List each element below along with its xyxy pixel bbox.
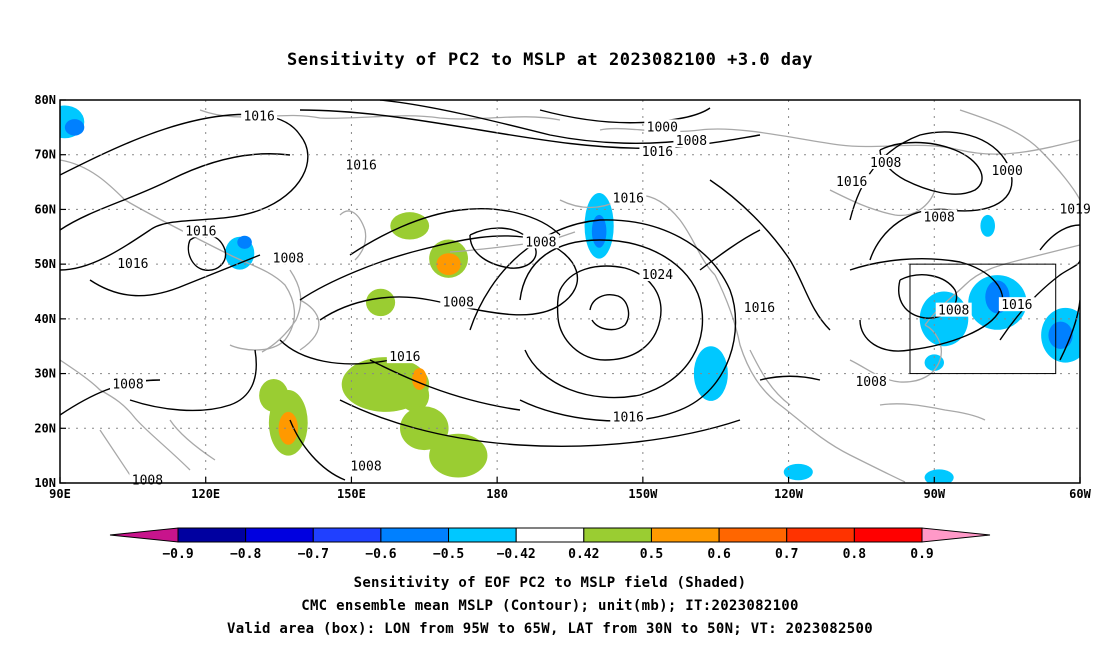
- lon-tick-label: 120E: [191, 487, 220, 501]
- contour-label: 1016: [613, 191, 644, 206]
- shading-area: [980, 214, 995, 237]
- colorbar-segment: [245, 527, 314, 543]
- colorbar-high-arrow: [921, 527, 991, 543]
- shading-area: [924, 354, 944, 371]
- lat-tick-label: 40N: [34, 312, 56, 326]
- lat-tick-label: 50N: [34, 257, 56, 271]
- colorbar-segment: [853, 527, 923, 543]
- lat-lon-grid: [60, 100, 1080, 483]
- colorbar-tick-label: 0.8: [843, 547, 867, 562]
- contour-label: 1008: [923, 211, 954, 226]
- lat-tick-label: 10N: [34, 476, 56, 490]
- sensitivity-shading: [60, 105, 1080, 483]
- latitude-axis: 80N 70N 60N 50N 40N 30N 20N 10N: [34, 93, 66, 490]
- shading-area: [1048, 321, 1073, 349]
- lon-tick-label: 90W: [923, 487, 945, 501]
- colorbar-tick-label: 0.6: [707, 547, 731, 562]
- contour-label: 1016: [185, 224, 216, 239]
- shading-area: [259, 379, 289, 412]
- contour-label: 1016: [613, 410, 644, 425]
- contour-label: 1016: [389, 350, 420, 365]
- contour-label: 1008: [443, 295, 474, 310]
- colorbar-tick-label: −0.9: [162, 547, 193, 562]
- lon-tick-label: 150E: [337, 487, 366, 501]
- colorbar-segment: [380, 527, 450, 543]
- contour-label: 1016: [345, 159, 376, 174]
- shading-area: [400, 406, 449, 451]
- contour-label: 1008: [132, 473, 163, 488]
- map-frame: [59, 99, 1081, 484]
- colorbar-low-arrow: [109, 527, 179, 543]
- chart-title: Sensitivity of PC2 to MSLP at 2023082100…: [286, 50, 813, 70]
- lat-tick-label: 80N: [34, 93, 56, 107]
- colorbar-segment: [177, 527, 247, 543]
- lat-tick-label: 30N: [34, 367, 56, 381]
- colorbar-segment: [650, 527, 720, 543]
- colorbar-tick-label: −0.42: [497, 547, 536, 562]
- colorbar-segment: [448, 527, 517, 543]
- lat-tick-label: 20N: [34, 421, 56, 435]
- caption-line-2: CMC ensemble mean MSLP (Contour); unit(m…: [301, 598, 799, 614]
- contour-label: 1008: [112, 378, 143, 393]
- contour-label: 1008: [855, 375, 886, 390]
- caption-line-1: Sensitivity of EOF PC2 to MSLP field (Sh…: [353, 575, 747, 591]
- shading-area: [693, 346, 728, 401]
- lon-tick-label: 90E: [49, 487, 71, 501]
- contour-label: 1016: [744, 301, 775, 316]
- shading-area: [429, 433, 488, 478]
- colorbar-segment: [718, 527, 788, 543]
- lat-tick-label: 60N: [34, 202, 56, 216]
- colorbar-tick-label: −0.7: [298, 547, 329, 562]
- colorbar-segment: [786, 527, 855, 543]
- contour-label: 1000: [991, 164, 1022, 179]
- colorbar-segment: [583, 527, 652, 543]
- colorbar: −0.9 −0.8 −0.7 −0.6 −0.5 −0.42 0.42 0.5 0.6 0.7 0.…: [109, 527, 991, 562]
- shading-area: [237, 235, 252, 249]
- shading-area: [64, 119, 85, 136]
- colorbar-tick-label: −0.8: [230, 547, 261, 562]
- lat-tick-label: 70N: [34, 148, 56, 162]
- lon-tick-label: 120W: [774, 487, 804, 501]
- contour-label: 1008: [938, 304, 969, 319]
- contour-label: 1016: [117, 257, 148, 272]
- contour-label: 1016: [1001, 298, 1032, 313]
- contour-label: 1016: [836, 175, 867, 190]
- contour-label: 1008: [676, 134, 707, 149]
- colorbar-segment: [312, 527, 382, 543]
- contour-label: 1008: [525, 235, 556, 250]
- colorbar-tick-label: 0.7: [775, 547, 798, 562]
- longitude-axis: 90E 120E 150E 180 150W 120W 90W 60W: [49, 477, 1092, 501]
- lon-tick-label: 180: [486, 487, 508, 501]
- lon-tick-label: 150W: [628, 487, 658, 501]
- shading-area: [412, 368, 427, 390]
- caption-line-3: Valid area (box): LON from 95W to 65W, L…: [227, 621, 873, 637]
- colorbar-tick-label: 0.9: [910, 547, 933, 562]
- shading-area: [783, 463, 813, 481]
- shading-area: [278, 411, 298, 445]
- shading-area: [924, 469, 954, 483]
- colorbar-tick-label: 0.5: [640, 547, 663, 562]
- shading-area: [436, 253, 461, 276]
- mslp-contours: [60, 100, 1080, 481]
- contour-label: 1008: [870, 156, 901, 171]
- colorbar-tick-label: −0.6: [365, 547, 396, 562]
- shading-area: [341, 357, 430, 412]
- contour-label: 1016: [243, 109, 274, 124]
- colorbar-tick-label: 0.42: [568, 547, 599, 562]
- colorbar-segment: [515, 527, 585, 543]
- contour-label: 1019: [1059, 202, 1090, 217]
- contour-label: 1008: [350, 460, 381, 475]
- contour-label: 1008: [273, 252, 304, 267]
- lon-tick-label: 60W: [1069, 487, 1091, 501]
- shading-area: [390, 212, 430, 240]
- contour-label: 1024: [642, 268, 673, 283]
- colorbar-tick-label: −0.5: [433, 547, 464, 562]
- contour-label: 1016: [642, 145, 673, 160]
- valid-area-box: [909, 263, 1057, 375]
- shading-area: [366, 288, 396, 317]
- contour-label: 1000: [647, 120, 678, 135]
